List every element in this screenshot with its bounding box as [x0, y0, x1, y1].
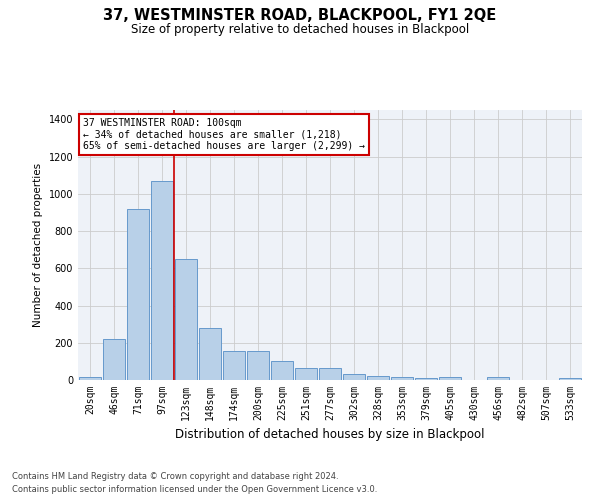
Bar [199, 328, 221, 380]
Bar [79, 377, 101, 380]
Bar [247, 351, 269, 380]
Text: Contains HM Land Registry data © Crown copyright and database right 2024.: Contains HM Land Registry data © Crown c… [12, 472, 338, 481]
Bar [415, 378, 437, 380]
Text: 37, WESTMINSTER ROAD, BLACKPOOL, FY1 2QE: 37, WESTMINSTER ROAD, BLACKPOOL, FY1 2QE [103, 8, 497, 22]
Bar [271, 362, 293, 380]
Bar [559, 378, 581, 380]
Bar [151, 181, 173, 380]
Bar [487, 377, 509, 380]
Text: Contains public sector information licensed under the Open Government Licence v3: Contains public sector information licen… [12, 485, 377, 494]
Bar [127, 208, 149, 380]
Bar [319, 368, 341, 380]
Y-axis label: Number of detached properties: Number of detached properties [33, 163, 43, 327]
Bar [343, 374, 365, 380]
Text: 37 WESTMINSTER ROAD: 100sqm
← 34% of detached houses are smaller (1,218)
65% of : 37 WESTMINSTER ROAD: 100sqm ← 34% of det… [83, 118, 365, 152]
Text: Size of property relative to detached houses in Blackpool: Size of property relative to detached ho… [131, 22, 469, 36]
Bar [367, 376, 389, 380]
Bar [223, 351, 245, 380]
Bar [103, 339, 125, 380]
Bar [391, 376, 413, 380]
Bar [175, 259, 197, 380]
Bar [295, 368, 317, 380]
X-axis label: Distribution of detached houses by size in Blackpool: Distribution of detached houses by size … [175, 428, 485, 442]
Bar [439, 377, 461, 380]
